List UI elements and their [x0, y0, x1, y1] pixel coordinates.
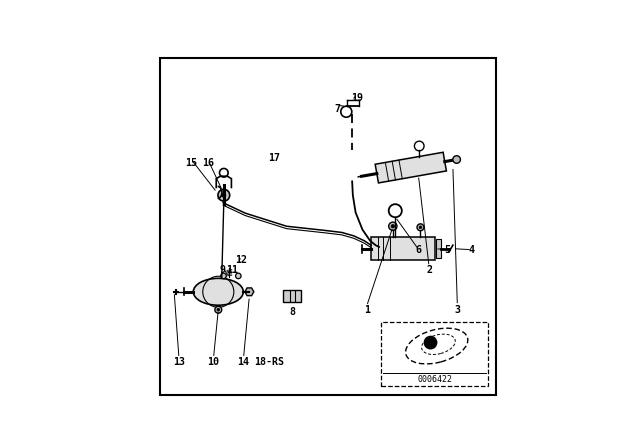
Circle shape	[217, 308, 220, 311]
Circle shape	[453, 156, 460, 164]
Text: 0006422: 0006422	[417, 375, 452, 384]
Text: 5: 5	[444, 245, 450, 255]
Polygon shape	[371, 237, 435, 260]
Text: 19: 19	[351, 93, 363, 103]
FancyBboxPatch shape	[283, 290, 301, 302]
Text: 17: 17	[269, 153, 280, 163]
Polygon shape	[375, 152, 447, 183]
Circle shape	[221, 193, 226, 197]
Text: 15: 15	[186, 159, 197, 168]
Bar	[381, 322, 488, 386]
Text: 16: 16	[202, 159, 214, 168]
Text: 13: 13	[173, 358, 185, 367]
Circle shape	[221, 273, 226, 279]
Ellipse shape	[193, 278, 243, 305]
Text: 14: 14	[237, 358, 250, 367]
Text: 2: 2	[426, 265, 432, 275]
Polygon shape	[245, 288, 254, 296]
Circle shape	[388, 222, 397, 230]
Circle shape	[236, 273, 241, 279]
Circle shape	[391, 224, 395, 228]
Circle shape	[419, 226, 422, 228]
Circle shape	[424, 336, 437, 349]
Text: 4: 4	[469, 245, 475, 255]
Polygon shape	[436, 239, 441, 258]
Text: 11: 11	[226, 265, 238, 276]
Circle shape	[215, 306, 221, 313]
Text: 1: 1	[364, 305, 370, 315]
Ellipse shape	[422, 334, 455, 354]
Text: 7: 7	[334, 104, 340, 114]
Text: 8: 8	[289, 307, 295, 318]
Circle shape	[218, 190, 230, 201]
Text: 10: 10	[207, 358, 220, 367]
Text: 6: 6	[416, 245, 422, 255]
Ellipse shape	[406, 328, 468, 364]
Circle shape	[417, 224, 424, 231]
Text: 9: 9	[220, 265, 226, 276]
Text: 12: 12	[235, 255, 247, 265]
Text: 18-RS: 18-RS	[254, 358, 284, 367]
Text: 3: 3	[454, 305, 460, 315]
